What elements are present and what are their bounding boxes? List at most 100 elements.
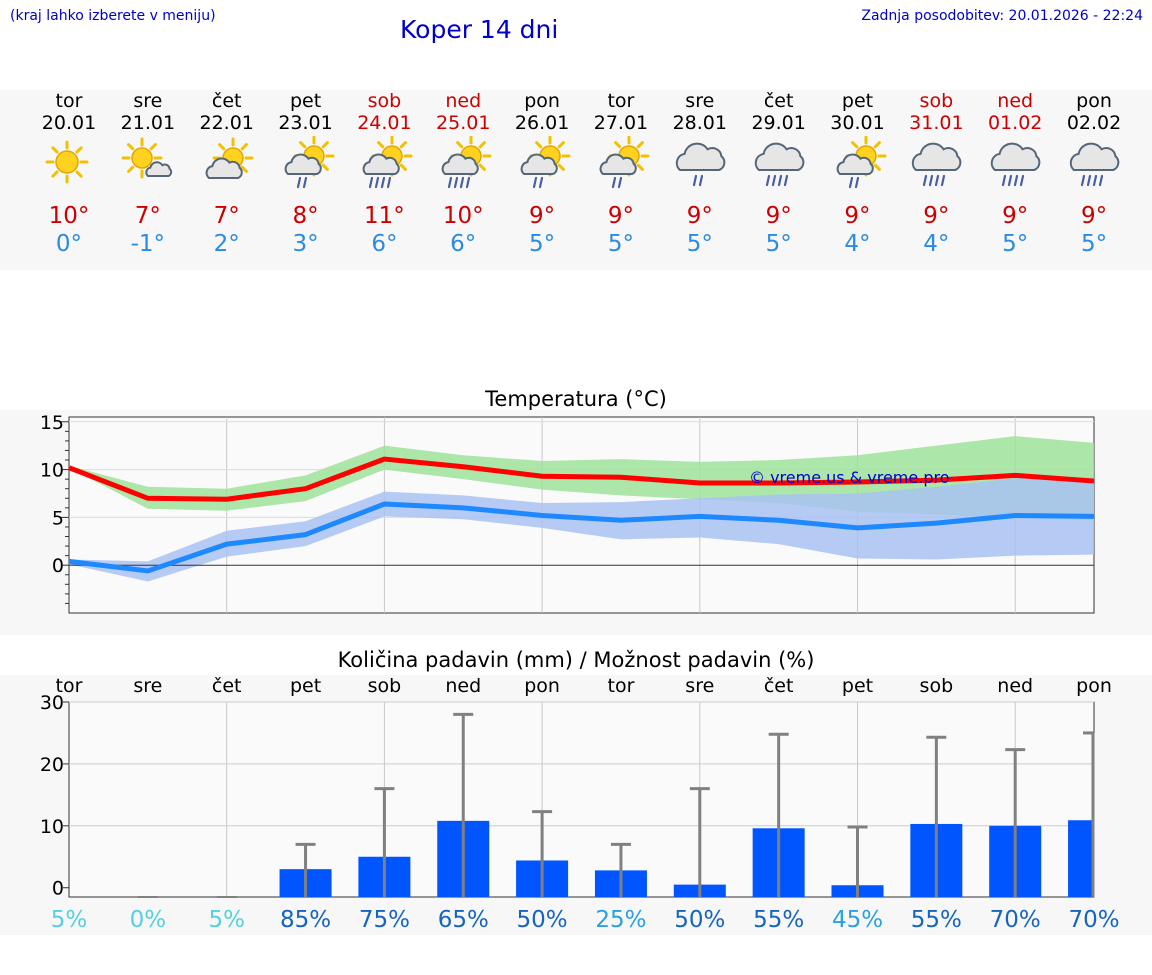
min-temp: 2° [213, 231, 240, 257]
min-temp: 5° [765, 231, 792, 257]
day-name: tor [55, 90, 83, 112]
max-temp: 9° [607, 203, 634, 229]
day-date: 02.02 [1066, 112, 1122, 134]
day-date: 30.01 [830, 112, 885, 134]
min-temp: 5° [1080, 231, 1108, 257]
min-temp: 5° [529, 231, 556, 257]
day-column: pon 02.02 9° 5° [1054, 90, 1134, 258]
precipitation-chart-title: Količina padavin (mm) / Možnost padavin … [337, 648, 815, 672]
day-name: tor [607, 90, 635, 112]
min-temp: 0° [55, 231, 83, 257]
sun-cloud-rain-icon [836, 136, 886, 189]
precip-probability: 75% [359, 907, 410, 933]
day-date: 20.01 [41, 112, 97, 134]
day-label: pon [524, 675, 560, 697]
day-date: 31.01 [909, 112, 964, 134]
precip-probability: 65% [438, 907, 489, 933]
day-label: pet [842, 675, 873, 697]
day-date: 26.01 [514, 112, 570, 134]
day-column: tor 27.01 9° 5° [581, 90, 661, 258]
daily-forecast-strip: tor 20.01 10° 0° sre 21.01 7° -1° čet 22.01 7° 2° pe… [0, 90, 1152, 270]
cloud-heavy-rain-icon [991, 142, 1041, 187]
precip-probability: 50% [674, 907, 725, 933]
day-label: tor [608, 675, 635, 697]
temperature-chart: 15 10 5 0 [40, 412, 1095, 614]
y-tick-label: 10 [40, 816, 64, 838]
day-date: 29.01 [751, 112, 806, 134]
precip-probability: 25% [595, 907, 646, 933]
page-title: Koper 14 dni [400, 15, 559, 44]
precip-probability: 45% [832, 907, 883, 933]
day-date: 21.01 [120, 112, 176, 134]
day-label: sre [133, 675, 162, 697]
temperature-chart-title: Temperatura (°C) [485, 387, 667, 411]
max-temp: 9° [686, 203, 713, 229]
cloud-heavy-rain-icon [912, 142, 962, 187]
day-label: sob [368, 675, 402, 697]
min-temp: 5° [607, 231, 634, 257]
day-name: čet [763, 90, 794, 112]
day-name: sre [685, 90, 715, 112]
day-column: pon 26.01 9° 5° [502, 90, 582, 258]
day-label: ned [997, 675, 1033, 697]
y-tick-label: 30 [40, 692, 64, 714]
max-temp: 9° [1002, 203, 1029, 229]
day-date: 28.01 [672, 112, 727, 134]
day-name: pet [841, 90, 874, 112]
day-name: pon [524, 90, 560, 112]
day-name: čet [211, 90, 242, 112]
max-temp: 9° [923, 203, 950, 229]
sun-cloud-heavy-rain-icon [363, 136, 413, 189]
min-temp: -1° [130, 231, 166, 257]
day-label: čet [212, 675, 242, 697]
day-column: ned 25.01 10° 6° [423, 90, 503, 258]
day-date: 23.01 [278, 112, 333, 134]
precip-probability: 5% [51, 907, 88, 933]
max-temp: 9° [529, 203, 556, 229]
max-temp: 10° [442, 203, 484, 229]
day-column: sre 28.01 9° 5° [660, 90, 740, 258]
sun-cloud-rain-icon [284, 136, 335, 189]
location-hint: (kraj lahko izberete v meniju) [10, 8, 216, 24]
precip-probability: 70% [990, 907, 1041, 933]
day-name: sre [133, 90, 163, 112]
sun-cloud-icon [121, 137, 172, 179]
day-name: sob [919, 90, 954, 112]
day-name: sob [367, 90, 402, 112]
day-date: 25.01 [436, 112, 491, 134]
day-date: 24.01 [357, 112, 412, 134]
precipitation-chart-panel: 30 20 10 0 tor 5% sre 0% čet 5% pet 85% sob 75% ned 65%… [0, 675, 1152, 935]
day-column: pet 30.01 9° 4° [818, 90, 898, 258]
min-temp-line [68, 501, 1095, 574]
precip-probability: 55% [753, 907, 804, 933]
day-label: čet [764, 675, 794, 697]
day-label: pon [1076, 675, 1112, 697]
day-column: ned 01.02 9° 5° [975, 90, 1055, 258]
day-column: čet 29.01 9° 5° [739, 90, 819, 258]
min-range-band [69, 477, 1094, 582]
sun-cloud-heavy-rain-icon [441, 136, 492, 189]
day-column: pet 23.01 8° 3° [266, 90, 346, 258]
cloud-rain-icon [675, 142, 726, 187]
min-temp: 6° [450, 231, 477, 257]
cloud-heavy-rain-icon [1069, 142, 1120, 187]
min-temp: 4° [923, 231, 950, 257]
day-name: pet [289, 90, 322, 112]
day-label: sob [920, 675, 954, 697]
min-temp: 4° [844, 231, 871, 257]
max-temp: 7° [213, 203, 240, 229]
y-tick-label: 10 [40, 460, 64, 482]
min-temp: 6° [371, 231, 398, 257]
max-temp-line [68, 456, 1095, 502]
y-tick-label: 5 [52, 507, 64, 529]
max-temp: 7° [134, 203, 161, 229]
last-update: Zadnja posodobitev: 20.01.2026 - 22:24 [861, 8, 1143, 24]
max-temp: 8° [292, 203, 319, 229]
precipitation-chart: 30 20 10 0 tor 5% sre 0% čet 5% pet 85% sob 75% ned 65%… [40, 675, 1120, 933]
day-column: tor 20.01 10° 0° [29, 90, 109, 258]
day-label: sre [685, 675, 714, 697]
sun-cloud-rain-icon [599, 136, 650, 189]
sunny-icon [45, 140, 89, 184]
y-tick-label: 0 [52, 555, 64, 577]
day-column: sre 21.01 7° -1° [108, 90, 188, 258]
